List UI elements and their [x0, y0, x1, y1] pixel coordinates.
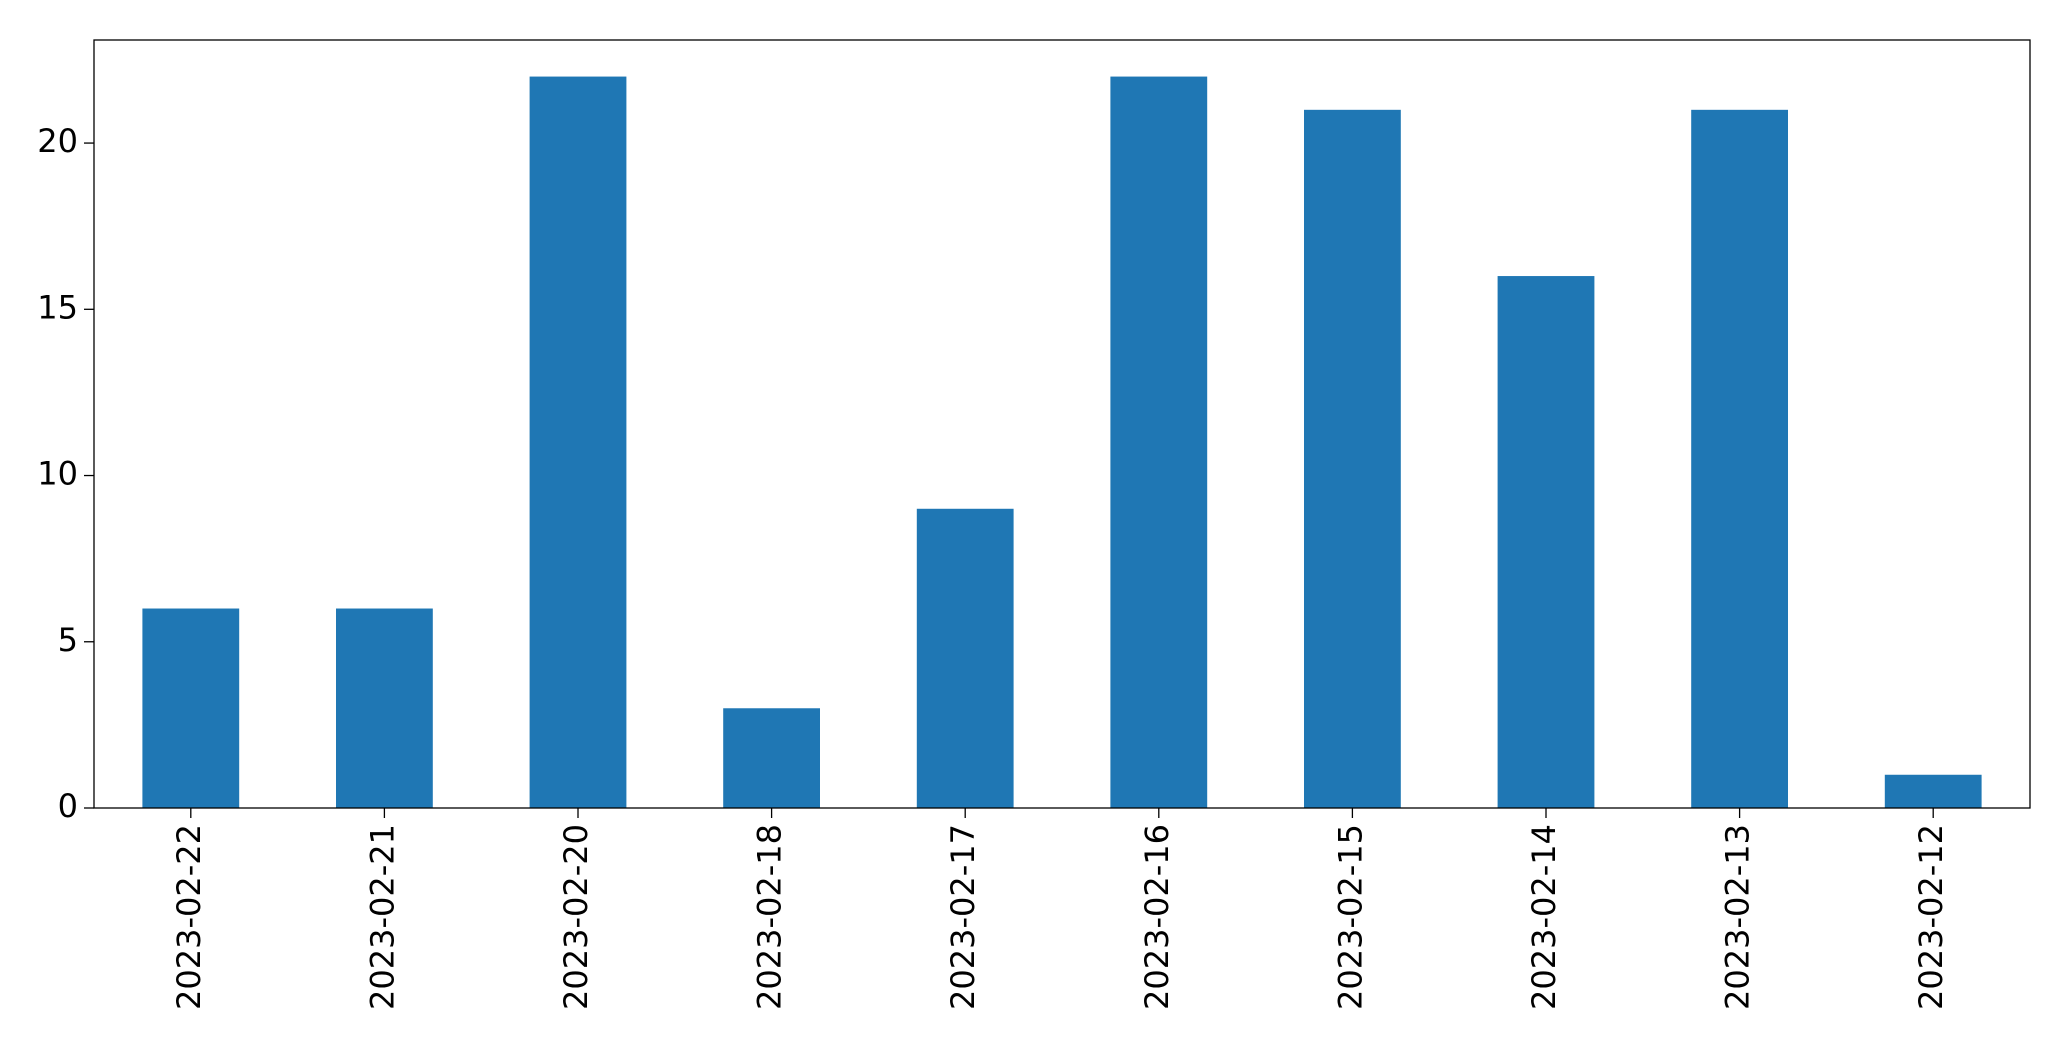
y-tick-label: 5 [58, 621, 78, 659]
bar [916, 508, 1014, 808]
y-tick-label: 20 [37, 122, 78, 160]
bar [723, 708, 820, 808]
x-tick-label: 2023-02-14 [1525, 824, 1563, 1010]
bar [1497, 276, 1595, 808]
bar [529, 76, 627, 809]
x-tick-label: 2023-02-16 [1138, 824, 1176, 1010]
y-tick-label: 15 [37, 288, 78, 326]
bar [1884, 774, 1982, 808]
bar [142, 608, 240, 808]
y-tick-label: 0 [58, 787, 78, 825]
bar [336, 608, 433, 808]
y-tick-label: 10 [37, 455, 78, 493]
x-tick-label: 2023-02-12 [1912, 824, 1950, 1010]
plot-frame [93, 39, 2031, 809]
x-tick-label: 2023-02-21 [363, 824, 401, 1010]
bar [1304, 109, 1401, 809]
x-tick-label: 2023-02-22 [170, 824, 208, 1010]
x-tick-label: 2023-02-20 [557, 824, 595, 1010]
x-tick-label: 2023-02-15 [1331, 824, 1369, 1010]
bar [1110, 76, 1208, 809]
bar [1691, 109, 1788, 809]
x-tick-label: 2023-02-17 [944, 824, 982, 1010]
x-tick-label: 2023-02-18 [751, 824, 789, 1010]
x-tick-label: 2023-02-13 [1719, 824, 1757, 1010]
